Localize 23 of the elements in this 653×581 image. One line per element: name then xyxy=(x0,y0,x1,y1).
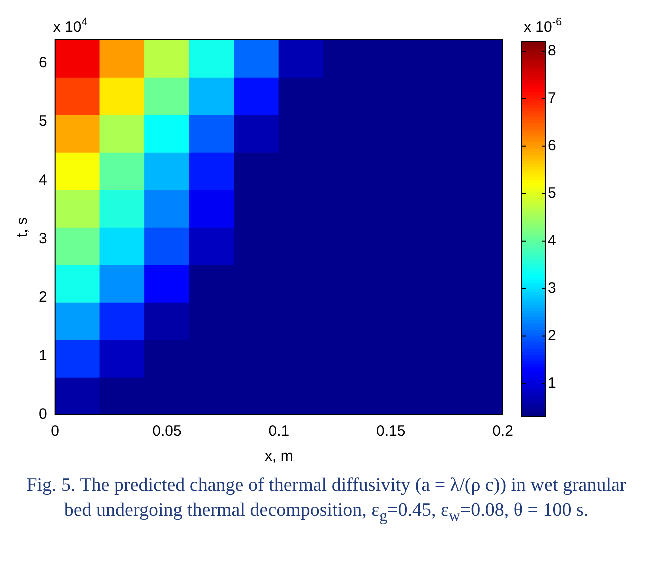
x-tick-label: 0.1 xyxy=(268,423,290,440)
y-tick-label: 4 xyxy=(39,172,48,189)
x-tick-label: 0 xyxy=(51,423,60,440)
x-tick-label: 0.2 xyxy=(492,423,514,440)
y-tick-label: 0 xyxy=(39,406,48,424)
y-tick-label: 5 xyxy=(39,113,48,130)
y-tick-label: 3 xyxy=(39,230,48,248)
x-tick-label: 0.15 xyxy=(376,423,406,440)
color-bar-label: 3 xyxy=(548,280,556,297)
caption: Fig. 5. The predicted change of thermal diffusivity (a = λ/(ρ c)) in wet granular bed undergoing thermal decomposition, ε$_{g}$=0.45, ε$_{w}$=0.08, θ = 100 s. xyxy=(26,474,626,526)
y-tick-label: 6 xyxy=(39,54,48,72)
color-bar-label: 6 xyxy=(548,138,556,155)
y-axis-title: t, s xyxy=(14,217,32,238)
color-bar-label: 1 xyxy=(548,374,556,392)
color-bar-label: 2 xyxy=(548,327,556,344)
color-bar-label: 7 xyxy=(548,90,556,108)
x-tick-label: 0.05 xyxy=(152,423,182,440)
color-bar-label: 4 xyxy=(548,232,556,250)
x-axis-title: x, m xyxy=(265,448,294,466)
y-tick-label: 2 xyxy=(39,288,48,306)
y-tick-label: 1 xyxy=(39,348,48,365)
color-bar-label: 8 xyxy=(548,42,556,60)
color-bar-label: 5 xyxy=(548,185,556,202)
